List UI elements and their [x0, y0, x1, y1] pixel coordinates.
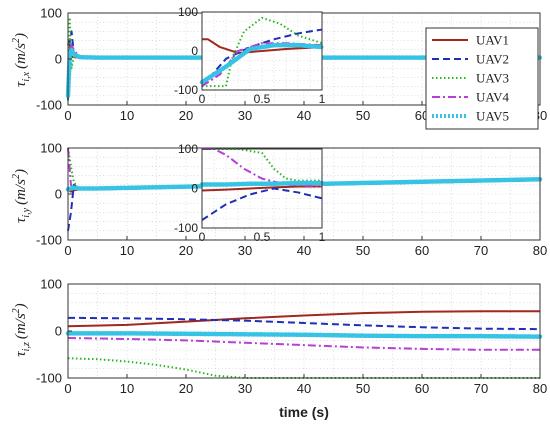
inset-series-uav3-line [202, 16, 323, 88]
inset-y-tick-label: -100 [174, 83, 198, 97]
series-uav5-line [65, 177, 543, 192]
x-tick-label: 70 [474, 381, 488, 396]
legend: UAV1 UAV2 UAV3 UAV4 UAV5 [425, 27, 539, 130]
x-tick-label: 20 [179, 108, 193, 123]
panel-tau-z: τi,z(m/s2) time (s) 0 10 20 30 40 50 60 70 80 -10… [11, 277, 547, 421]
series-uav1-line [67, 310, 540, 328]
series-uav2-line [67, 316, 541, 331]
panel-2-series [65, 310, 543, 379]
x-tick-label: 20 [179, 243, 193, 258]
inset-x-tick-label: 0.5 [254, 92, 271, 106]
legend-label-uav4: UAV4 [476, 90, 509, 105]
inset-y-tick-label: 100 [178, 142, 198, 156]
inset-frame [201, 11, 323, 91]
inset-series-uav2-line [201, 187, 323, 221]
x-tick-label: 50 [356, 243, 370, 258]
x-tick-label: 60 [415, 381, 429, 396]
y-tick-label: -100 [36, 98, 62, 113]
y-tick-label: 0 [55, 52, 62, 67]
panel-tau-z-xlabel: time (s) [279, 404, 329, 420]
panel-tau-z-ylabel: τi,z(m/s2) [11, 303, 32, 356]
x-tick-label: 50 [356, 381, 370, 396]
x-tick-label: 40 [297, 381, 311, 396]
inset-frame [201, 148, 323, 229]
x-tick-label: 30 [238, 243, 252, 258]
inset-y-tick-label: -100 [174, 221, 198, 235]
inset-series-uav1-line [201, 185, 322, 192]
x-tick-label: 80 [533, 381, 547, 396]
inset-series-uav5-line [199, 42, 325, 85]
inset-series-uav4-line [201, 42, 323, 87]
x-tick-label: 40 [297, 243, 311, 258]
inset-x-tick-label: 0 [199, 230, 206, 244]
inset-x-tick-label: 1 [319, 230, 326, 244]
y-tick-label: 100 [40, 277, 62, 292]
x-tick-label: 20 [179, 381, 193, 396]
series-uav5-line [65, 331, 543, 339]
inset-x-tick-label: 0 [199, 92, 206, 106]
panel-tau-y-ylabel: τi,y(m/s2) [11, 169, 32, 223]
y-tick-label: 100 [40, 141, 62, 156]
x-tick-label: 30 [238, 108, 252, 123]
inset-y-tick-label: 100 [178, 5, 198, 19]
inset-x-tick-label: 0.5 [254, 230, 271, 244]
series-uav5-line [65, 44, 543, 99]
y-tick-label: -100 [36, 233, 62, 248]
legend-label-uav3: UAV3 [476, 71, 509, 86]
panel-tau-x-ylabel: τi,x(m/s2) [11, 33, 32, 87]
y-tick-label: 100 [40, 6, 62, 21]
x-tick-label: 10 [120, 243, 134, 258]
y-tick-label: -100 [36, 371, 62, 386]
x-tick-label: 0 [64, 108, 71, 123]
legend-label-uav2: UAV2 [476, 52, 509, 67]
x-tick-label: 30 [238, 381, 252, 396]
inset-y-tick-label: 0 [191, 44, 198, 58]
legend-label-uav1: UAV1 [476, 33, 509, 48]
legend-label-uav5: UAV5 [476, 109, 509, 124]
inset-x-tick-label: 1 [319, 92, 326, 106]
x-tick-label: 10 [120, 381, 134, 396]
panel-0-series [65, 16, 543, 101]
x-tick-label: 10 [120, 108, 134, 123]
x-tick-label: 0 [64, 243, 71, 258]
series-uav4-line [67, 337, 540, 351]
x-tick-label: 0 [64, 381, 71, 396]
x-tick-label: 40 [297, 108, 311, 123]
y-tick-label: 0 [55, 187, 62, 202]
y-tick-label: 0 [55, 324, 62, 339]
x-tick-label: 60 [415, 243, 429, 258]
x-tick-label: 80 [533, 243, 547, 258]
panel-tau-x: τi,x(m/s2) 01020304050607080-100010000.5… [11, 5, 547, 123]
inset-series-uav5-line [199, 180, 325, 187]
inset-y-tick-label: 0 [191, 182, 198, 196]
x-tick-label: 50 [356, 108, 370, 123]
x-tick-label: 70 [474, 243, 488, 258]
panel-1-series [65, 147, 543, 231]
